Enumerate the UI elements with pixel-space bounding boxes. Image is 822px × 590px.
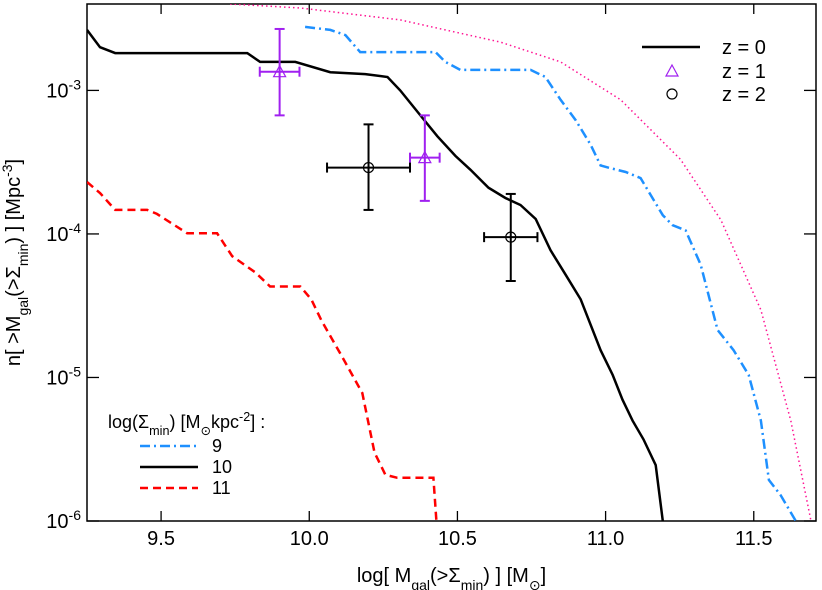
y-tick-exponent: -6: [69, 507, 82, 523]
y-tick-exponent: -3: [69, 76, 82, 92]
label-part: gal: [15, 297, 31, 316]
x-tick-label: 10.5: [438, 528, 477, 550]
label-part: -2: [239, 410, 250, 424]
series-line: [304, 25, 797, 521]
series-line: [87, 181, 438, 521]
label-part: min: [461, 577, 484, 590]
legend-marker: [666, 88, 678, 100]
data-point: [417, 150, 432, 164]
label-part: (>Σ: [430, 565, 461, 587]
legend-label: z = 0: [722, 37, 766, 59]
y-tick-exponent: -4: [69, 220, 82, 236]
label-part: min: [149, 424, 169, 438]
label-part: ) ] [M: [483, 565, 529, 587]
y-tick-base: 10: [46, 80, 68, 102]
x-tick-label: 10.0: [290, 528, 329, 550]
legend-label: z = 2: [722, 84, 766, 106]
label-part: -3: [0, 164, 15, 177]
label-part: (>Σ: [3, 266, 25, 297]
legend-label: z = 1: [722, 61, 766, 83]
legend-title: log(Σmin) [M⊙kpc-2] :: [108, 410, 265, 438]
label-part: min: [15, 244, 31, 267]
y-tick-exponent: -5: [69, 363, 82, 379]
label-part: ) ] [Mpc: [3, 177, 25, 244]
label-part: ] :: [250, 412, 265, 432]
x-axis-label: log[ Mgal(>Σmin) ] [M⊙]: [357, 565, 546, 590]
legend-label: 11: [212, 478, 231, 498]
plot-area: [87, 4, 812, 521]
data-point: [505, 231, 517, 243]
x-tick-label: 11.5: [735, 528, 772, 550]
data-point: [272, 64, 287, 78]
legend-label: 10: [212, 457, 232, 477]
label-part: ) [M: [169, 412, 200, 432]
y-tick-label: 10-6: [46, 507, 81, 533]
y-tick-label: 10-4: [46, 220, 81, 246]
label-part: n[ >M: [3, 316, 25, 367]
y-tick-base: 10: [46, 367, 68, 389]
label-part: log(Σ: [108, 412, 149, 432]
x-tick-label: 11.0: [587, 528, 624, 550]
label-part: kpc: [211, 412, 239, 432]
legend-label: 9: [212, 436, 222, 456]
label-part: ⊙: [529, 577, 541, 590]
data-point: [362, 161, 375, 174]
x-tick-label: 9.5: [147, 528, 175, 550]
label-part: log[ M: [357, 565, 411, 587]
series-line: [87, 29, 665, 521]
y-tick-label: 10-5: [46, 363, 81, 389]
y-axis-label: n[ >Mgal(>Σmin) ] [Mpc-3]: [0, 159, 31, 366]
legend-marker: [664, 63, 680, 77]
label-part: gal: [411, 577, 430, 590]
y-tick-base: 10: [46, 511, 68, 533]
label-part: ]: [541, 565, 547, 587]
y-tick-label: 10-3: [46, 76, 81, 102]
label-part: ⊙: [200, 424, 211, 438]
y-tick-base: 10: [46, 224, 68, 246]
label-part: ]: [3, 159, 25, 165]
plot-frame: [86, 3, 817, 522]
